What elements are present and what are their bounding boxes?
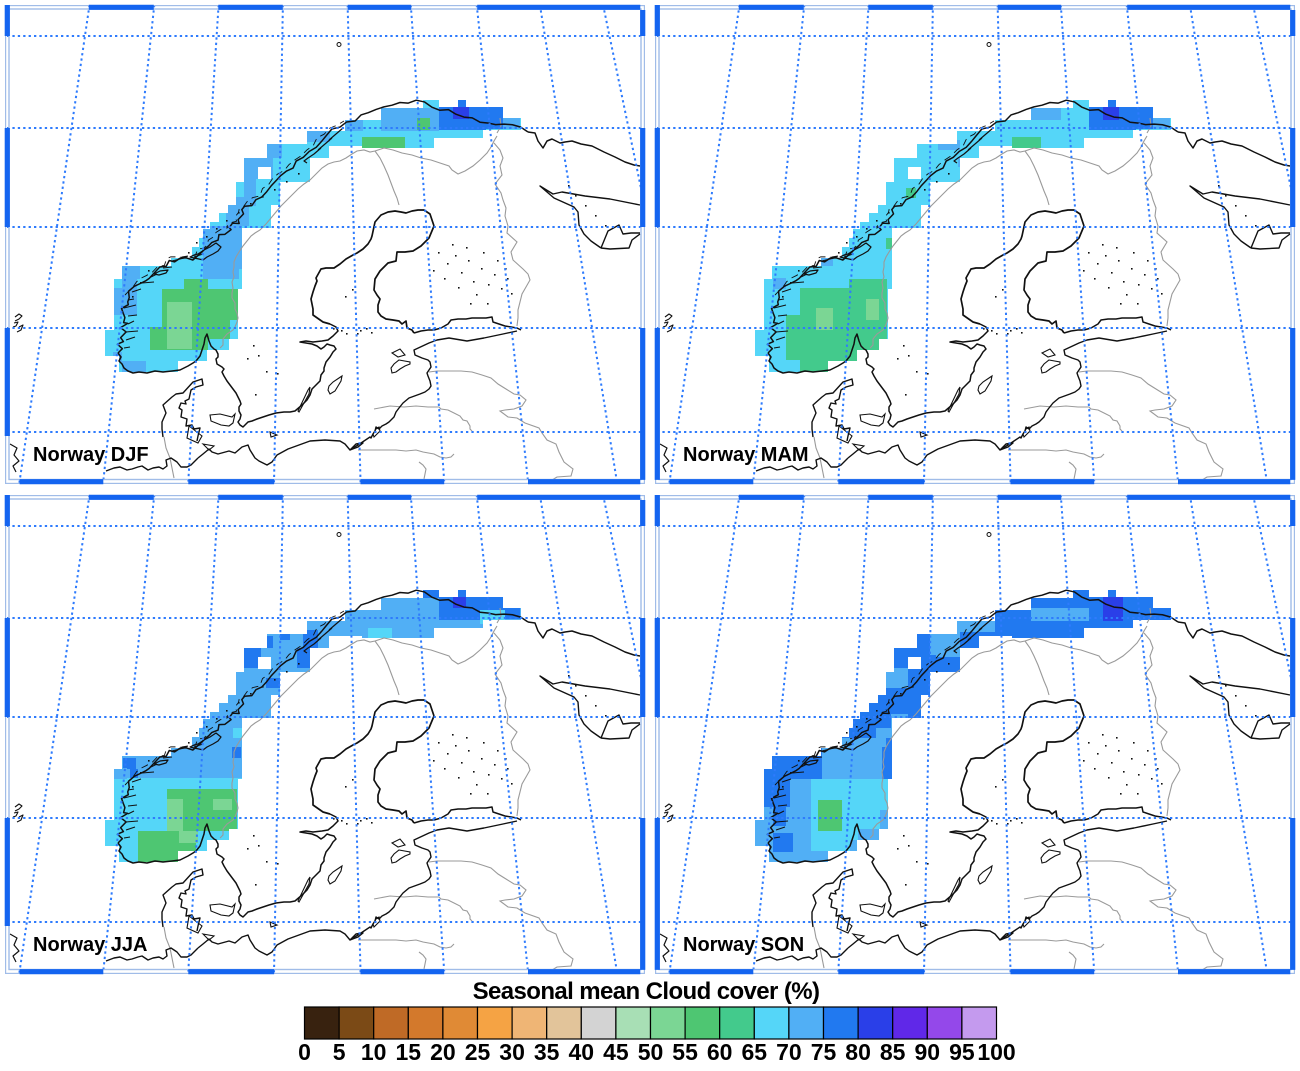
svg-text:80: 80 [845, 1039, 871, 1065]
svg-text:85: 85 [880, 1039, 906, 1065]
svg-text:70: 70 [776, 1039, 802, 1065]
svg-text:15: 15 [396, 1039, 422, 1065]
svg-text:Norway DJF: Norway DJF [33, 444, 149, 466]
svg-text:20: 20 [430, 1039, 456, 1065]
svg-text:60: 60 [707, 1039, 733, 1065]
svg-text:75: 75 [811, 1039, 837, 1065]
svg-text:10: 10 [361, 1039, 387, 1065]
svg-text:45: 45 [603, 1039, 629, 1065]
svg-text:Norway MAM: Norway MAM [683, 444, 809, 466]
svg-text:5: 5 [333, 1039, 346, 1065]
svg-text:Norway SON: Norway SON [683, 934, 804, 956]
svg-text:50: 50 [638, 1039, 664, 1065]
svg-text:90: 90 [915, 1039, 941, 1065]
svg-text:35: 35 [534, 1039, 560, 1065]
svg-text:Norway JJA: Norway JJA [33, 934, 148, 956]
svg-text:0: 0 [298, 1039, 311, 1065]
svg-text:Seasonal mean Cloud cover (%): Seasonal mean Cloud cover (%) [473, 978, 820, 1005]
svg-text:55: 55 [672, 1039, 698, 1065]
svg-text:95: 95 [949, 1039, 975, 1065]
svg-text:25: 25 [465, 1039, 491, 1065]
svg-text:30: 30 [499, 1039, 525, 1065]
svg-text:100: 100 [977, 1039, 1015, 1065]
svg-text:40: 40 [569, 1039, 595, 1065]
svg-text:65: 65 [742, 1039, 768, 1065]
